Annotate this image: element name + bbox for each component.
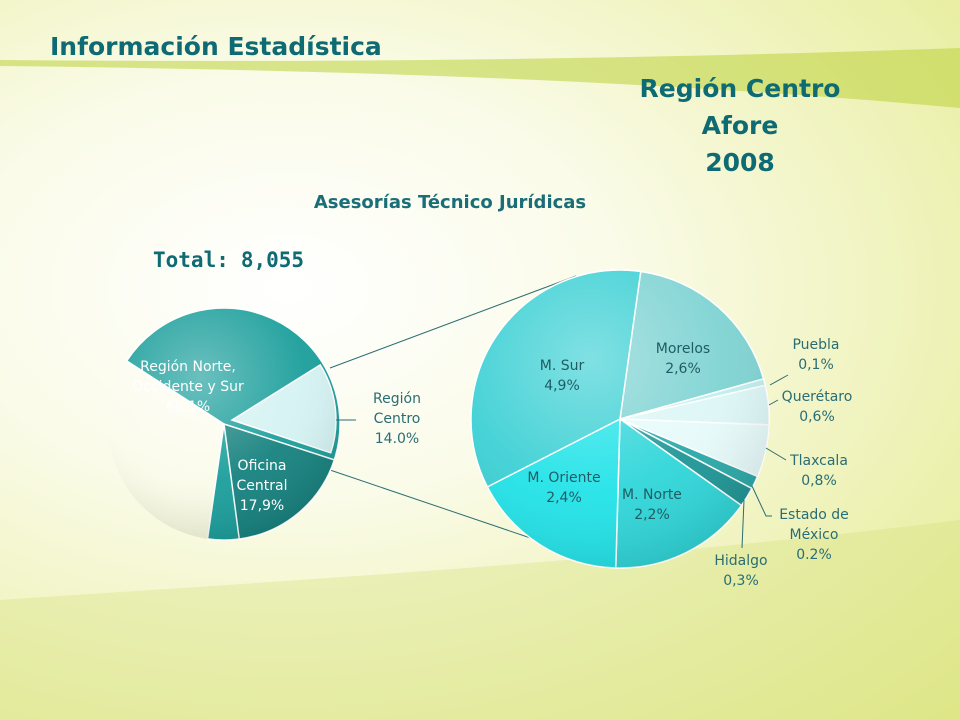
label-detail-queretaro: Querétaro 0,6%	[782, 389, 853, 425]
label-detail-m-norte-line-2: 2,2%	[634, 507, 670, 523]
label-main-oficina-central-line-1: Oficina	[238, 458, 287, 474]
region-heading-line-2: Afore	[701, 111, 779, 140]
label-detail-tlaxcala-line-2: 0,8%	[801, 473, 837, 489]
total-readout: Total: 8,055	[153, 248, 316, 272]
leader-lines	[336, 374, 789, 549]
label-detail-hidalgo-line-1: Hidalgo	[714, 553, 767, 569]
label-main-region-norte-occidente-y-sur-line-2: Occidente y Sur	[132, 379, 244, 395]
label-main-region-centro-line-1: Región	[373, 391, 421, 407]
chart-title: Asesorías Técnico Jurídicas	[313, 192, 587, 213]
leader-hidalgo	[741, 499, 745, 549]
detail-pie	[470, 269, 770, 569]
label-main-region-norte-occidente-y-sur-line-3: 68,1%	[166, 399, 210, 415]
region-heading-line-3: 2008	[705, 148, 775, 177]
label-detail-m-sur-line-2: 4,9%	[544, 378, 580, 394]
leader-puebla	[769, 374, 789, 386]
leader-estado-de-mexico	[751, 485, 772, 517]
label-detail-estado-de-mexico-line-1: Estado de	[779, 507, 849, 523]
label-detail-estado-de-mexico: Estado de México 0.2%	[779, 507, 849, 563]
label-detail-m-sur: M. Sur 4,9%	[540, 358, 585, 394]
label-main-region-norte-occidente-y-sur: Región Norte, Occidente y Sur 68,1%	[132, 359, 244, 415]
label-detail-estado-de-mexico-line-2: México	[790, 527, 839, 543]
label-detail-m-norte-line-1: M. Norte	[622, 487, 682, 503]
label-detail-tlaxcala: Tlaxcala 0,8%	[789, 453, 848, 489]
label-main-region-centro: Región Centro 14.0%	[373, 391, 421, 447]
label-detail-puebla-line-1: Puebla	[792, 337, 839, 353]
label-detail-puebla: Puebla 0,1%	[792, 337, 839, 373]
label-detail-morelos-line-1: Morelos	[656, 341, 710, 357]
region-heading-line-1: Región Centro	[639, 74, 841, 103]
label-detail-m-oriente: M. Oriente 2,4%	[527, 470, 600, 506]
label-detail-queretaro-line-2: 0,6%	[799, 409, 835, 425]
label-detail-morelos: Morelos 2,6%	[656, 341, 710, 377]
label-main-oficina-central-line-2: Central	[237, 478, 288, 494]
leader-tlaxcala	[765, 447, 787, 461]
label-main-region-norte-occidente-y-sur-line-1: Región Norte,	[140, 359, 236, 375]
label-detail-tlaxcala-line-1: Tlaxcala	[789, 453, 848, 469]
label-detail-morelos-line-2: 2,6%	[665, 361, 701, 377]
label-detail-estado-de-mexico-line-3: 0.2%	[796, 547, 832, 563]
label-detail-m-oriente-line-2: 2,4%	[546, 490, 582, 506]
label-main-oficina-central: Oficina Central 17,9%	[237, 458, 288, 514]
label-main-region-centro-line-3: 14.0%	[375, 431, 419, 447]
label-detail-m-oriente-line-1: M. Oriente	[527, 470, 600, 486]
label-detail-queretaro-line-1: Querétaro	[782, 389, 853, 405]
label-detail-puebla-line-2: 0,1%	[798, 357, 834, 373]
page-title: Información Estadística	[50, 32, 382, 61]
label-detail-hidalgo: Hidalgo 0,3%	[714, 553, 767, 589]
label-detail-m-norte: M. Norte 2,2%	[622, 487, 682, 523]
total-label: Total:	[153, 248, 229, 272]
leader-queretaro	[768, 399, 779, 406]
main-pie	[108, 307, 341, 541]
total-value: 8,055	[240, 248, 305, 272]
label-main-region-centro-line-2: Centro	[374, 411, 421, 427]
label-main-oficina-central-line-3: 17,9%	[240, 498, 284, 514]
label-detail-m-sur-line-1: M. Sur	[540, 358, 585, 374]
label-detail-hidalgo-line-2: 0,3%	[723, 573, 759, 589]
slice-labels: Región Norte, Occidente y Sur 68,1% Región C…	[132, 337, 852, 589]
